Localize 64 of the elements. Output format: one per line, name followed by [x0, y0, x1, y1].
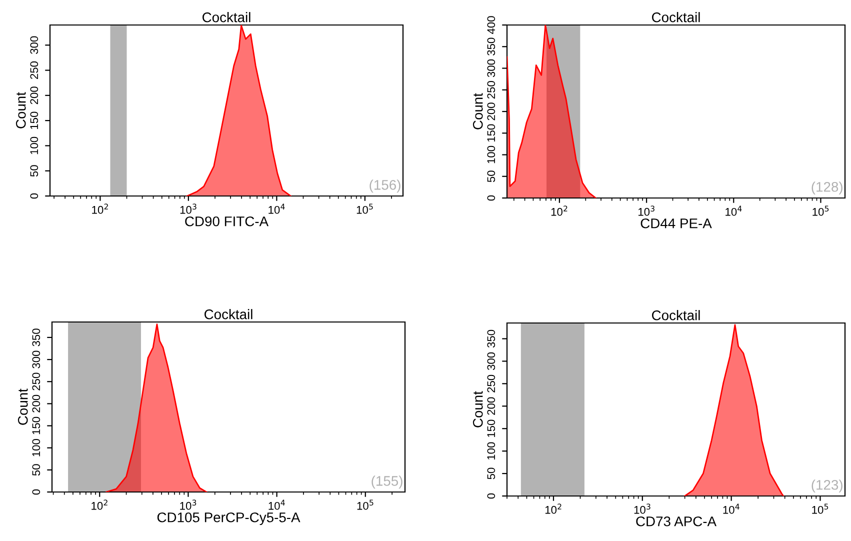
- y-tick-label: 200: [30, 86, 38, 104]
- x-tick-label: 10$^{4}$: [268, 500, 285, 510]
- y-tick-label: 150: [30, 112, 38, 129]
- x-tick-label: 10$^{2}$: [92, 500, 108, 510]
- y-tick-label: 200: [487, 397, 496, 415]
- y-tick-label: 300: [487, 59, 496, 78]
- y-tick-label: 100: [487, 146, 496, 164]
- annotation: (156): [370, 180, 400, 193]
- y-tick-label: 0: [32, 489, 40, 495]
- y-axis-title: Count: [16, 92, 26, 128]
- y-tick-label: 100: [32, 439, 40, 456]
- x-tick-label: 10$^{3}$: [634, 504, 650, 514]
- y-axis-title: Count: [18, 388, 28, 425]
- x-tick-label: 10$^{4}$: [726, 206, 742, 216]
- y-axis-title: Count: [472, 391, 483, 428]
- chart-title: Cocktail: [652, 12, 700, 22]
- y-tick-label: 350: [32, 328, 40, 346]
- y-tick-label: 0: [487, 493, 496, 499]
- x-tick-label: 10$^{4}$: [723, 504, 740, 514]
- y-tick-label: 50: [30, 165, 38, 177]
- y-tick-label: 50: [487, 468, 496, 480]
- y-tick-label: 150: [487, 124, 496, 142]
- y-tick-label: 250: [32, 372, 40, 390]
- y-tick-label: 100: [487, 442, 496, 460]
- x-axis-title: CD44 PE-A: [640, 218, 712, 228]
- chart-title: Cocktail: [204, 309, 252, 320]
- y-tick-label: 200: [32, 394, 40, 412]
- x-tick-label: 10$^{5}$: [812, 504, 828, 514]
- x-axis-title: CD73 APC-A: [636, 516, 716, 526]
- x-tick-label: 10$^{4}$: [268, 204, 285, 214]
- x-tick-label: 10$^{5}$: [812, 206, 829, 216]
- x-tick-label: 10$^{3}$: [638, 206, 654, 216]
- y-tick-label: 150: [487, 420, 496, 438]
- y-tick-label: 200: [487, 102, 496, 120]
- y-tick-label: 50: [32, 464, 40, 476]
- x-tick-label: 10$^{2}$: [545, 504, 562, 514]
- x-axis-title: CD90 FITC-A: [185, 216, 269, 226]
- y-tick-label: 350: [487, 330, 496, 348]
- x-axis-title: CD105 PerCP-Cy5-5-A: [157, 512, 300, 526]
- x-tick-label: 10$^{2}$: [92, 204, 108, 214]
- y-tick-label: 0: [30, 193, 38, 199]
- x-tick-label: 10$^{2}$: [551, 206, 568, 216]
- y-tick-label: 150: [32, 416, 40, 434]
- y-tick-label: 250: [30, 61, 38, 79]
- y-tick-label: 100: [30, 136, 38, 154]
- y-tick-label: 250: [487, 81, 496, 99]
- chart-title: Cocktail: [652, 310, 700, 320]
- y-tick-label: 400: [487, 16, 496, 34]
- chart-title: Cocktail: [202, 12, 250, 22]
- y-tick-label: 50: [487, 170, 496, 182]
- annotation: (123): [812, 480, 842, 493]
- x-tick-label: 10$^{5}$: [356, 204, 373, 214]
- y-axis-title: Count: [472, 93, 483, 130]
- y-tick-label: 250: [487, 374, 496, 392]
- annotation: (155): [372, 476, 402, 489]
- y-tick-label: 0: [487, 195, 496, 201]
- x-tick-label: 10$^{5}$: [357, 500, 374, 510]
- y-tick-label: 300: [32, 350, 40, 368]
- x-tick-label: 10$^{3}$: [180, 204, 196, 214]
- y-tick-label: 350: [487, 38, 496, 56]
- annotation: (128): [812, 182, 842, 195]
- y-tick-label: 300: [30, 36, 38, 54]
- y-tick-label: 300: [487, 352, 496, 370]
- x-tick-label: 10$^{3}$: [180, 500, 196, 510]
